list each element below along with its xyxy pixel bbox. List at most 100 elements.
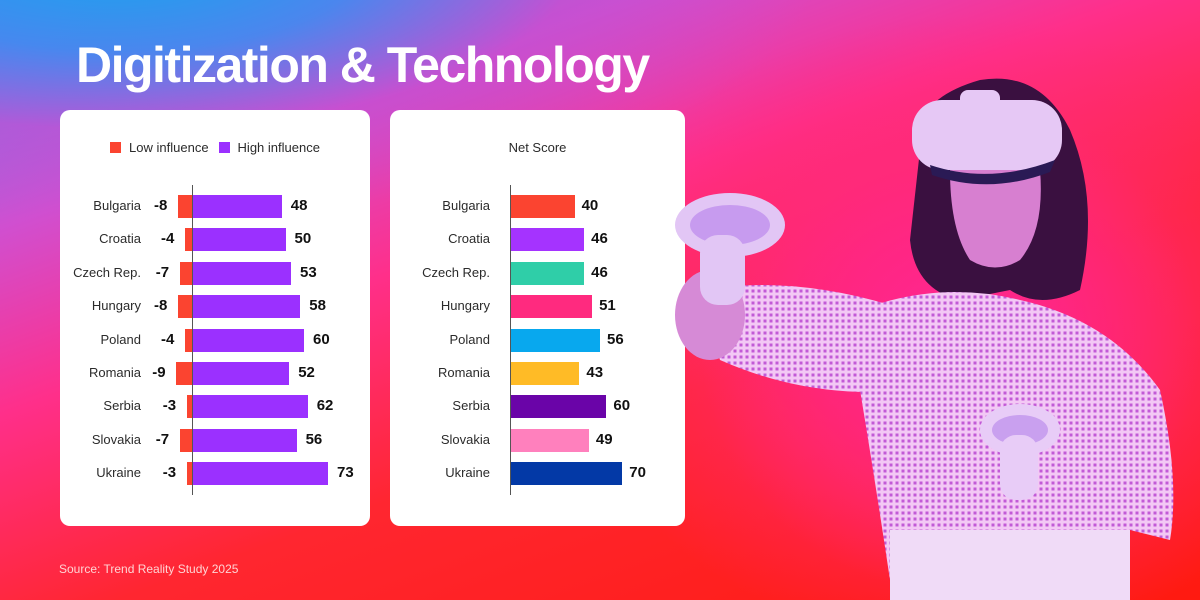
high-influence-swatch <box>218 142 230 153</box>
source-note: Source: Trend Reality Study 2025 <box>59 562 239 576</box>
chart-legend: Low influence High influence <box>60 140 370 155</box>
vr-user-photo <box>675 78 1200 600</box>
country-label: Czech Rep. <box>422 264 490 280</box>
net-score-chart-card: Net Score Bulgaria 40 Croatia 46 Czech Rep. 4… <box>390 110 685 526</box>
table-row: Czech Rep. -7 53 <box>60 261 370 286</box>
high-value-label: 53 <box>300 263 317 281</box>
legend-item-low: Low influence <box>110 140 209 155</box>
net-score-bar <box>511 462 623 486</box>
low-value-label: -9 <box>152 364 166 381</box>
low-value-label: -4 <box>161 230 175 248</box>
page-title: Digitization & Technology <box>76 37 650 93</box>
legend-item-high: High influence <box>218 140 320 155</box>
net-score-bar <box>511 261 585 285</box>
net-score-value: 56 <box>607 330 624 348</box>
low-influence-bar <box>178 295 192 319</box>
net-score-bar <box>511 362 580 385</box>
low-influence-bar <box>176 362 192 385</box>
high-influence-bar <box>193 195 282 218</box>
low-influence-bar <box>186 462 192 486</box>
country-label: Romania <box>437 365 490 380</box>
table-row: Bulgaria -8 48 <box>60 195 370 219</box>
table-row: Czech Rep. 46 <box>390 261 685 286</box>
net-score-value: 49 <box>595 430 613 448</box>
table-row: Croatia 46 <box>390 228 685 252</box>
table-row: Serbia -3 62 <box>60 395 370 419</box>
country-label: Slovakia <box>440 431 490 447</box>
net-score-value: 70 <box>629 464 646 482</box>
chart-title: Net Score <box>508 140 567 155</box>
net-score-value: 40 <box>581 197 599 214</box>
country-label: Bulgaria <box>442 198 490 213</box>
high-influence-bar <box>193 328 304 352</box>
table-row: Croatia -4 50 <box>60 228 370 252</box>
low-influence-swatch <box>110 142 122 153</box>
net-score-bar <box>511 328 601 352</box>
table-row: Poland -4 60 <box>60 328 370 353</box>
low-value-label: -7 <box>155 263 170 281</box>
legend-label: Low influence <box>129 140 209 155</box>
high-influence-bar <box>193 462 329 486</box>
high-value-label: 73 <box>337 464 354 482</box>
high-value-label: 48 <box>290 197 308 214</box>
high-value-label: 52 <box>298 364 315 381</box>
net-score-bar <box>511 395 607 419</box>
table-row: Ukraine -3 73 <box>60 462 370 486</box>
zero-axis <box>192 185 193 495</box>
low-influence-bar <box>178 195 192 218</box>
country-label: Serbia <box>452 398 490 414</box>
country-label: Slovakia <box>91 431 141 447</box>
table-row: Slovakia 49 <box>390 428 685 453</box>
low-influence-bar <box>186 395 192 419</box>
table-row: Romania -9 52 <box>60 362 370 386</box>
low-value-label: -8 <box>154 197 168 214</box>
legend-label: High influence <box>237 140 320 155</box>
high-influence-bar <box>193 261 292 285</box>
low-value-label: -3 <box>162 464 177 482</box>
net-score-bar <box>511 195 575 218</box>
low-value-label: -3 <box>162 397 177 415</box>
country-label: Croatia <box>99 231 141 247</box>
high-influence-bar <box>193 395 308 419</box>
net-score-bar <box>511 428 589 452</box>
table-row: Bulgaria 40 <box>390 195 685 219</box>
country-label: Hungary <box>440 298 490 314</box>
table-row: Hungary -8 58 <box>60 295 370 319</box>
high-value-label: 50 <box>294 230 312 248</box>
high-influence-bar <box>193 295 301 319</box>
net-score-value: 43 <box>586 364 604 381</box>
country-label: Romania <box>88 365 141 380</box>
low-influence-bar <box>185 228 192 252</box>
low-value-label: -7 <box>155 430 170 448</box>
high-value-label: 56 <box>305 430 323 448</box>
influence-chart-card: Low influence High influence Bulgaria -8 4… <box>60 110 370 526</box>
table-row: Hungary 51 <box>390 295 685 319</box>
country-label: Poland <box>100 331 141 347</box>
country-label: Ukraine <box>445 465 490 481</box>
low-influence-bar <box>179 261 192 285</box>
country-label: Hungary <box>91 298 141 314</box>
net-score-bar <box>511 295 593 319</box>
table-row: Romania 43 <box>390 362 685 386</box>
low-influence-bar <box>185 328 192 352</box>
low-value-label: -8 <box>154 297 168 315</box>
high-influence-bar <box>193 362 290 385</box>
high-value-label: 62 <box>316 397 334 415</box>
country-label: Serbia <box>103 398 141 414</box>
net-score-value: 46 <box>591 230 608 248</box>
table-row: Poland 56 <box>390 328 685 353</box>
high-influence-bar <box>193 428 297 452</box>
zero-axis <box>510 185 511 495</box>
table-row: Slovakia -7 56 <box>60 428 370 453</box>
country-label: Bulgaria <box>93 198 141 213</box>
country-label: Croatia <box>448 231 490 247</box>
high-value-label: 58 <box>309 297 326 315</box>
table-row: Serbia 60 <box>390 395 685 419</box>
country-label: Poland <box>449 331 490 347</box>
low-influence-bar <box>179 428 192 452</box>
low-value-label: -4 <box>161 330 175 348</box>
country-label: Czech Rep. <box>73 264 141 280</box>
net-score-value: 46 <box>591 263 608 281</box>
high-value-label: 60 <box>313 330 330 348</box>
table-row: Ukraine 70 <box>390 462 685 486</box>
